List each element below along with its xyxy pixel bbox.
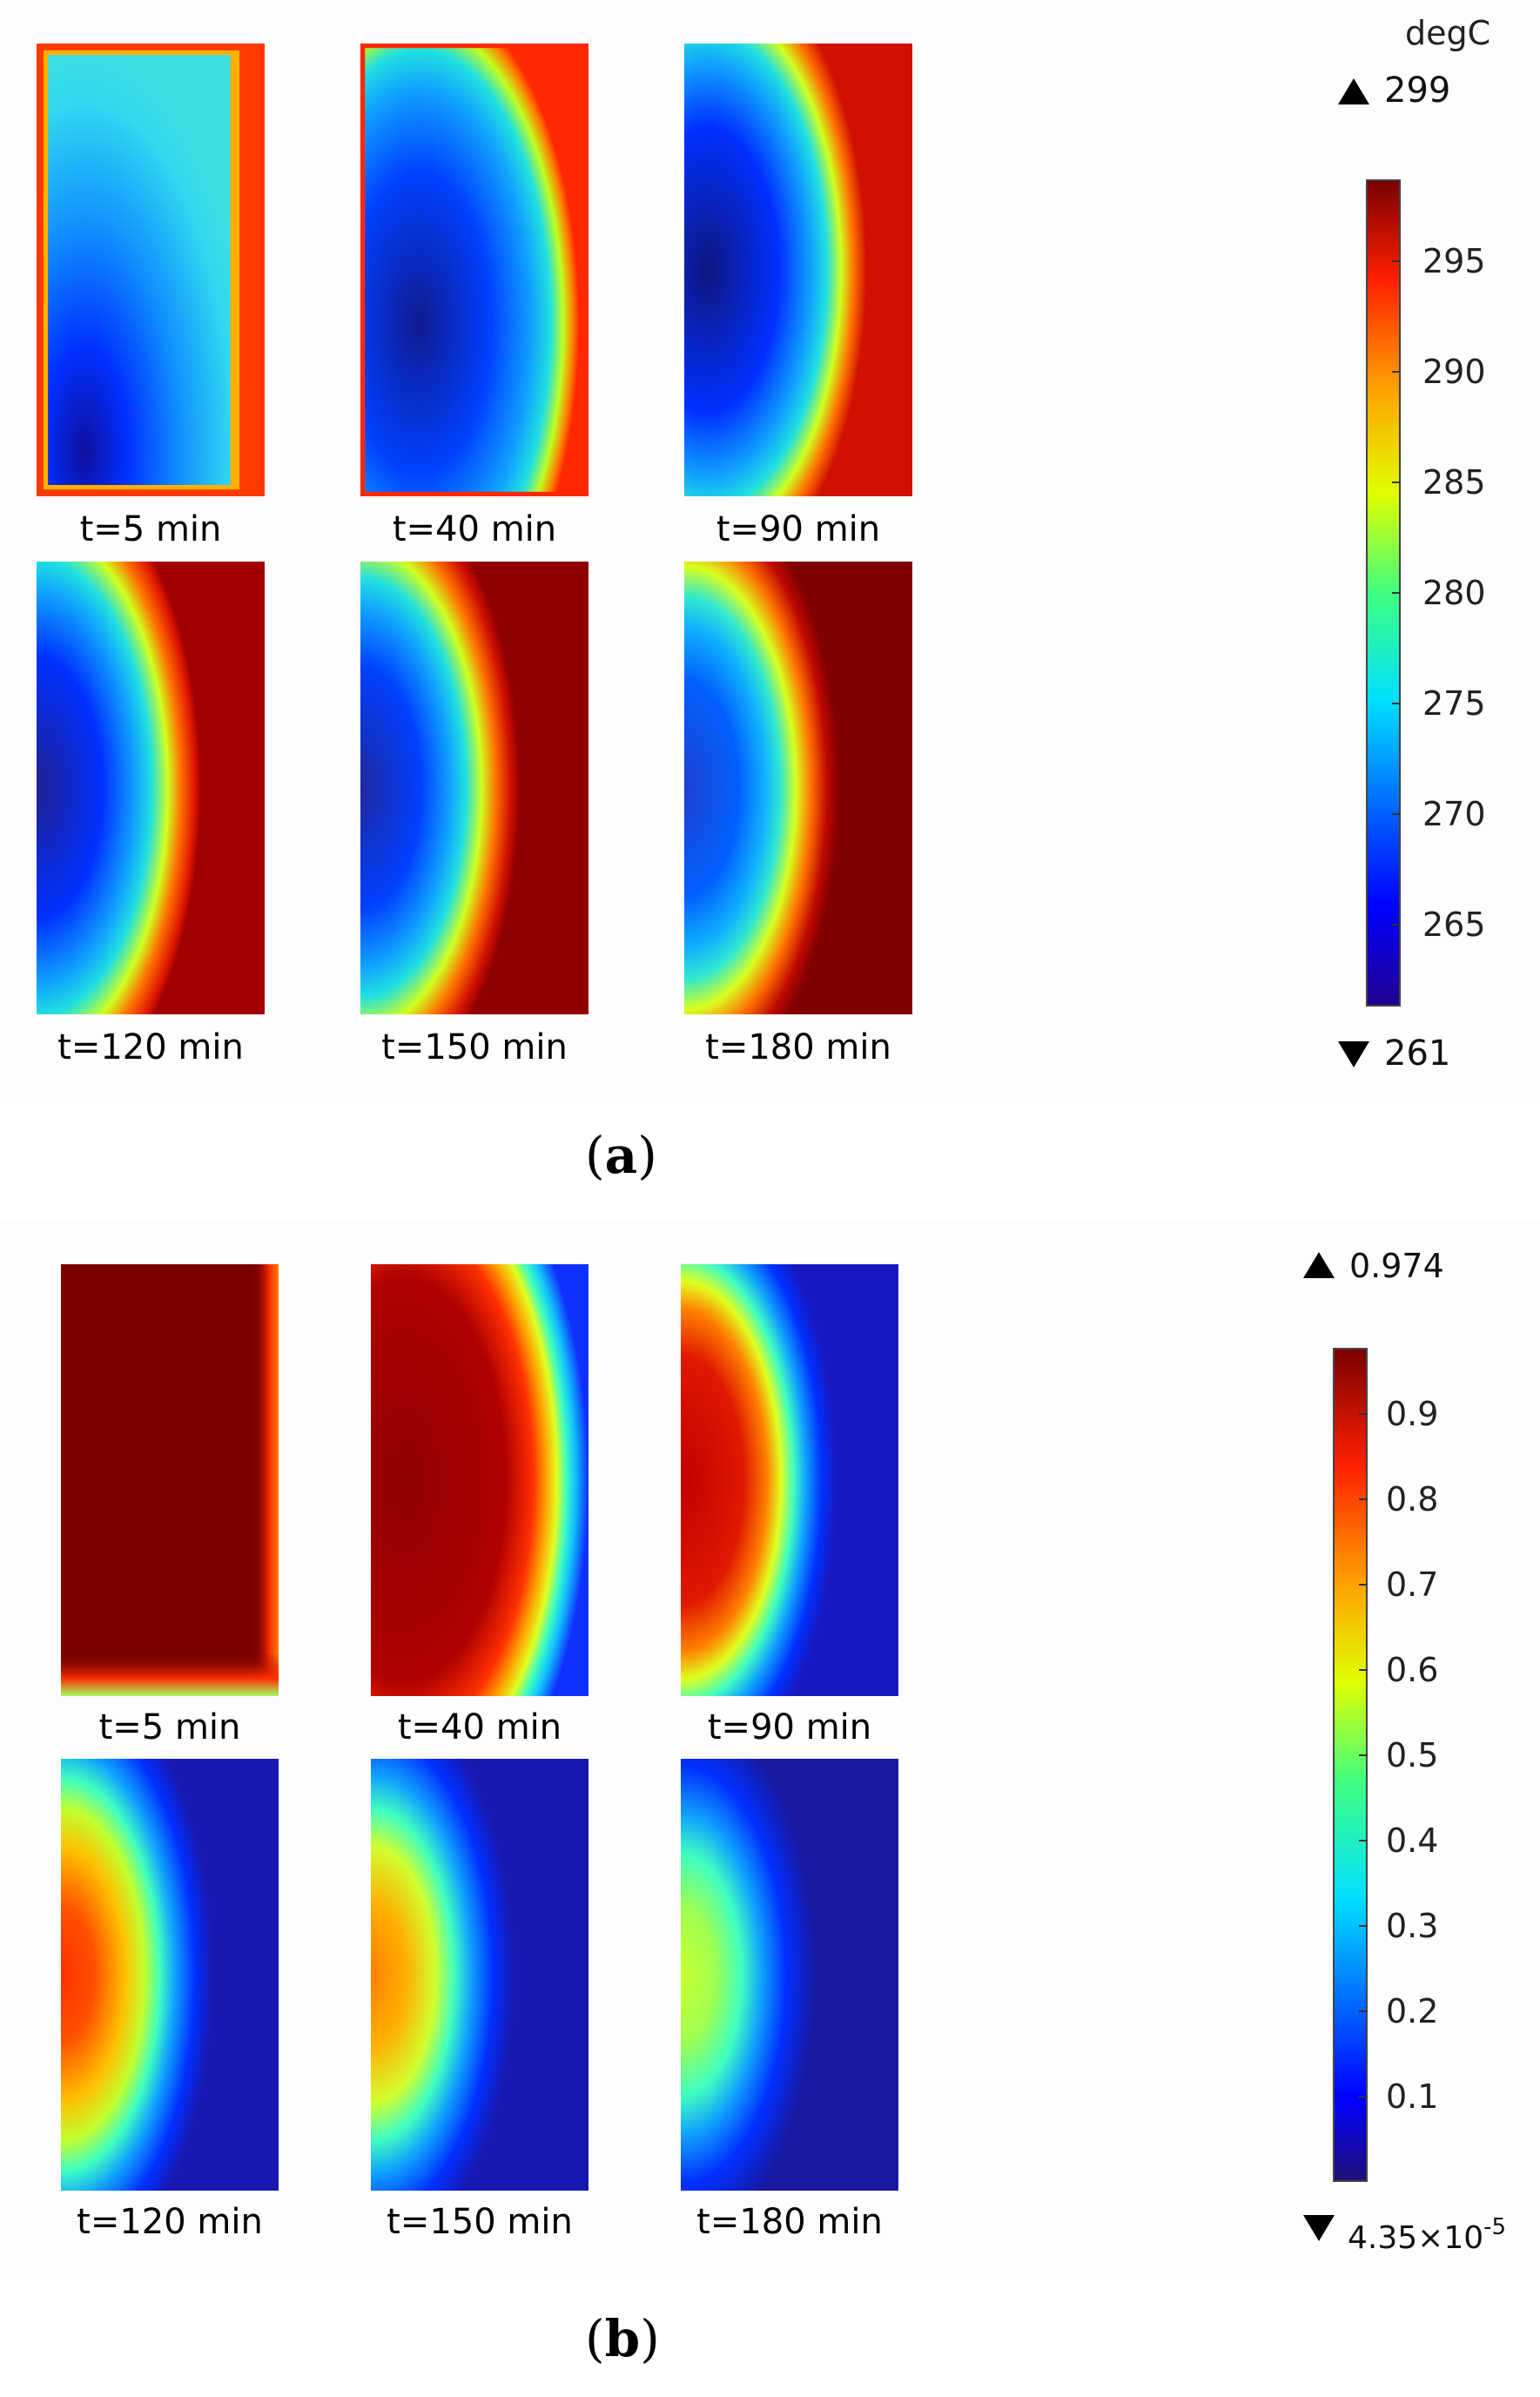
colorbar-a-tick-label: 280 [1422, 574, 1486, 612]
time-label-a-t150: t=150 min [381, 1027, 568, 1067]
colorbar-a-tick-label: 295 [1422, 242, 1486, 280]
min-marker-b-icon [1303, 2215, 1335, 2241]
colorbar-b-tick-label: 0.2 [1386, 1992, 1439, 2030]
max-marker-a-icon [1338, 78, 1369, 104]
colorbar-b-min-mantissa: 4.35×10 [1348, 2220, 1484, 2256]
colorbar-a-unit: degC [1405, 14, 1491, 52]
caption-a: (a) [585, 1126, 657, 1185]
colorbar-b-min-exponent: -5 [1483, 2214, 1507, 2240]
time-label-a-t120: t=120 min [57, 1027, 244, 1067]
colorbar-a-tick-label: 285 [1422, 463, 1486, 502]
colorbar-a-tick-label: 275 [1422, 684, 1486, 723]
time-label-a-t5: t=5 min [79, 509, 222, 549]
fraction-map-t5 [61, 1264, 279, 1696]
min-marker-a-icon [1338, 1041, 1369, 1067]
time-label-b-t180: t=180 min [696, 2202, 883, 2242]
temperature-map-t90 [684, 44, 912, 496]
caption-b: (b) [585, 2309, 660, 2368]
time-label-b-t40: t=40 min [397, 1707, 562, 1747]
colorbar-a-tick-label: 290 [1422, 353, 1486, 391]
temperature-map-t40 [360, 44, 588, 496]
colorbar-b-tick-label: 0.3 [1386, 1907, 1439, 1945]
fraction-map-t90 [681, 1264, 898, 1696]
colorbar-b-tick-label: 0.5 [1386, 1736, 1439, 1774]
colorbar-a-max: 299 [1384, 71, 1451, 111]
time-label-b-t120: t=120 min [77, 2202, 263, 2242]
colorbar-b-tick-label: 0.7 [1386, 1565, 1439, 1604]
colorbar-b-tick-label: 0.6 [1386, 1651, 1439, 1689]
time-label-b-t150: t=150 min [387, 2202, 573, 2242]
colorbar-b [1333, 1348, 1368, 2182]
temperature-map-t5 [37, 44, 265, 496]
colorbar-b-tick-label: 0.9 [1386, 1395, 1439, 1433]
time-label-a-t90: t=90 min [716, 509, 881, 549]
temperature-map-t180 [684, 562, 912, 1014]
colorbar-b-min: 4.35×10-5 [1348, 2208, 1506, 2258]
temperature-map-t120 [37, 562, 265, 1014]
temperature-map-t150 [360, 562, 588, 1014]
fraction-map-t150 [371, 1759, 588, 2191]
time-label-b-t5: t=5 min [98, 1707, 241, 1747]
colorbar-b-max: 0.974 [1349, 1247, 1444, 1285]
colorbar-a-min: 261 [1384, 1034, 1451, 1074]
fraction-map-t40 [371, 1264, 588, 1696]
colorbar-a-tick-label: 265 [1422, 906, 1486, 944]
colorbar-b-tick-label: 0.8 [1386, 1480, 1439, 1518]
max-marker-b-icon [1303, 1252, 1335, 1278]
time-label-b-t90: t=90 min [707, 1707, 872, 1747]
time-label-a-t40: t=40 min [392, 509, 557, 549]
fraction-map-t120 [61, 1759, 279, 2191]
fraction-map-t180 [681, 1759, 898, 2191]
colorbar-b-tick-label: 0.4 [1386, 1821, 1439, 1860]
colorbar-a-tick-label: 270 [1422, 795, 1486, 833]
colorbar-b-tick-label: 0.1 [1386, 2077, 1439, 2116]
time-label-a-t180: t=180 min [705, 1027, 891, 1067]
